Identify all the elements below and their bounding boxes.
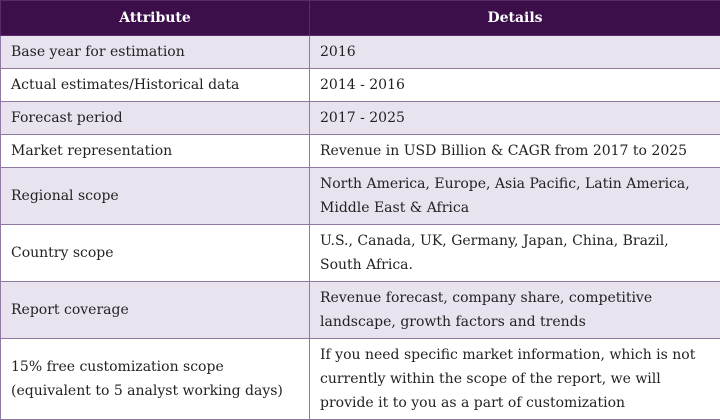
table-row: Base year for estimation 2016: [0, 35, 720, 69]
details-cell: 2017 - 2025: [309, 101, 720, 135]
details-cell: Revenue forecast, company share, competi…: [309, 281, 720, 339]
attribute-cell: Country scope: [0, 224, 310, 282]
header-details: Details: [309, 0, 720, 36]
table-row: Forecast period 2017 - 2025: [0, 101, 720, 135]
table-header-row: Attribute Details: [0, 0, 720, 36]
header-attribute: Attribute: [0, 0, 310, 36]
table-row: Regional scope North America, Europe, As…: [0, 167, 720, 225]
table-row: Market representation Revenue in USD Bil…: [0, 134, 720, 168]
attribute-cell: Report coverage: [0, 281, 310, 339]
attribute-cell: Forecast period: [0, 101, 310, 135]
details-cell: 2016: [309, 35, 720, 69]
details-cell: Revenue in USD Billion & CAGR from 2017 …: [309, 134, 720, 168]
attribute-cell: Market representation: [0, 134, 310, 168]
attribute-cell: Regional scope: [0, 167, 310, 225]
table-row: Report coverage Revenue forecast, compan…: [0, 281, 720, 339]
attribute-cell: 15% free customization scope (equivalent…: [0, 338, 310, 420]
details-cell: 2014 - 2016: [309, 68, 720, 102]
details-cell: U.S., Canada, UK, Germany, Japan, China,…: [309, 224, 720, 282]
table-row: Actual estimates/Historical data 2014 - …: [0, 68, 720, 102]
attribute-cell: Actual estimates/Historical data: [0, 68, 310, 102]
details-cell: If you need specific market information,…: [309, 338, 720, 420]
table-row: 15% free customization scope (equivalent…: [0, 338, 720, 420]
table-row: Country scope U.S., Canada, UK, Germany,…: [0, 224, 720, 282]
details-cell: North America, Europe, Asia Pacific, Lat…: [309, 167, 720, 225]
attribute-cell: Base year for estimation: [0, 35, 310, 69]
